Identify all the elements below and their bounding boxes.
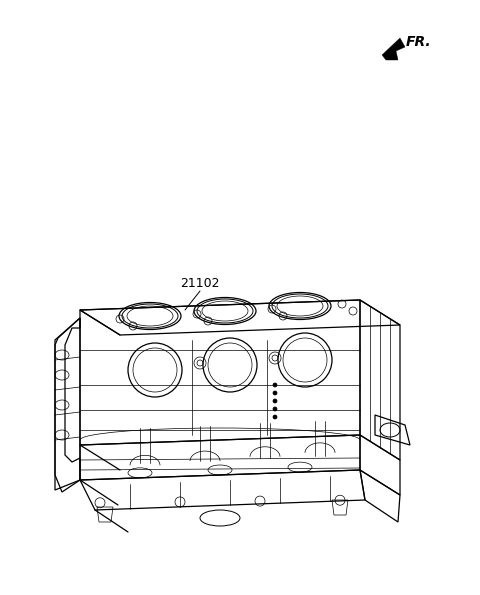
Text: FR.: FR. xyxy=(406,35,432,49)
Polygon shape xyxy=(382,38,405,60)
Circle shape xyxy=(273,383,277,387)
Circle shape xyxy=(273,415,277,419)
Circle shape xyxy=(273,399,277,403)
Circle shape xyxy=(273,391,277,395)
Text: 21102: 21102 xyxy=(180,277,220,290)
Circle shape xyxy=(273,407,277,411)
